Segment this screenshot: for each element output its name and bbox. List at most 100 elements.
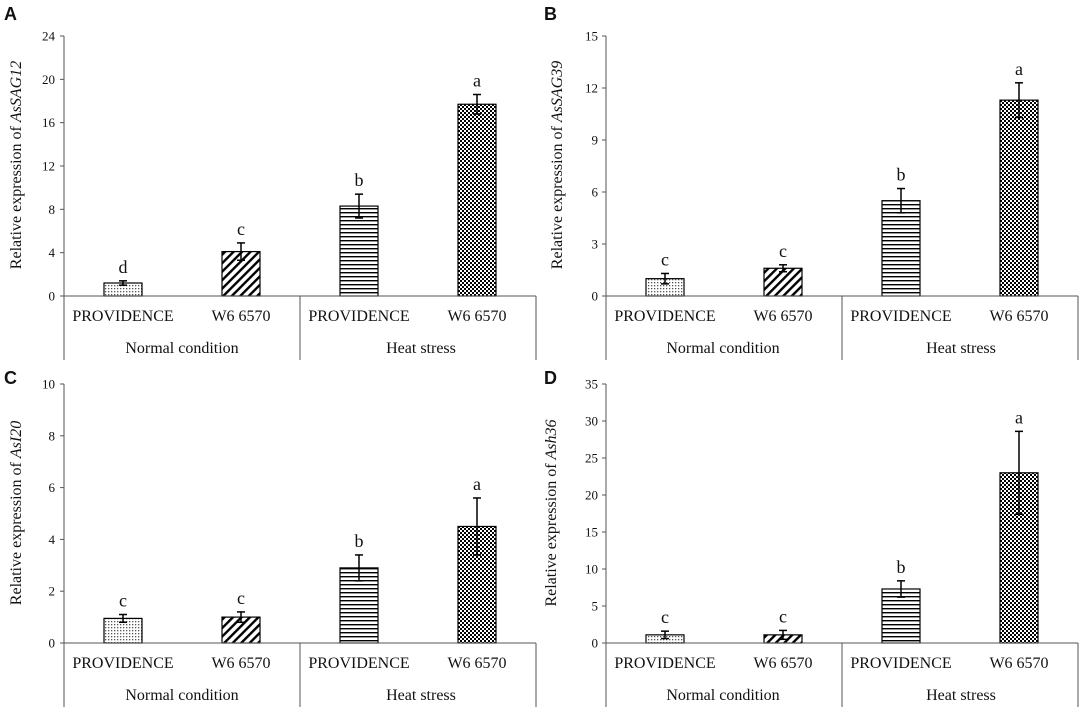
category-labels-C: PROVIDENCE W6 6570 PROVIDENCE W6 6570 [72, 655, 506, 672]
significance-letter: c [661, 249, 669, 269]
group-label-normal-C: Normal condition [125, 687, 238, 704]
category-label: W6 6570 [447, 655, 506, 672]
y-tick-label: 24 [42, 29, 56, 44]
panel-letter-D: D [544, 368, 557, 388]
y-tick-label: 15 [585, 29, 598, 44]
category-label: PROVIDENCE [72, 308, 173, 325]
panel-letter-C: C [4, 368, 17, 388]
y-axis-label-A: Relative expression of AsSAG12 [8, 61, 25, 269]
y-tick-label: 10 [585, 562, 598, 577]
y-tick-label: 35 [585, 377, 598, 392]
category-label: W6 6570 [211, 308, 270, 325]
axes-D [605, 384, 1079, 707]
significance-letter: b [897, 165, 906, 185]
y-ticks-D: 0 5 10 15 20 25 30 35 [585, 377, 606, 651]
bars-D: c c b a [645, 407, 1039, 644]
group-label-heat-B: Heat stress [926, 340, 996, 357]
panel-D: D Relative expression of Ash36 0 5 10 15 20 2… [543, 368, 1079, 707]
y-tick-label: 5 [592, 599, 599, 614]
y-ticks-C: 0 2 4 6 8 10 [42, 377, 64, 651]
category-label: PROVIDENCE [308, 655, 409, 672]
y-tick-label: 15 [585, 525, 598, 540]
y-tick-label: 25 [585, 451, 598, 466]
y-tick-label: 2 [49, 584, 56, 599]
y-tick-label: 6 [592, 185, 599, 200]
category-labels-A: PROVIDENCE W6 6570 PROVIDENCE W6 6570 [72, 308, 506, 325]
bar-providence [881, 588, 921, 644]
significance-letter: c [119, 591, 127, 611]
significance-letter: b [355, 170, 364, 190]
y-tick-label: 20 [585, 488, 598, 503]
y-tick-label: 8 [49, 202, 56, 217]
y-tick-label: 10 [42, 377, 55, 392]
significance-letter: c [237, 588, 245, 608]
bar-w6-6570 [221, 250, 261, 297]
y-tick-label: 20 [42, 72, 55, 87]
y-ticks-A: 0 4 8 12 16 20 24 [42, 29, 64, 304]
y-tick-label: 4 [49, 532, 56, 547]
bar-w6-6570 [999, 99, 1039, 297]
y-tick-label: 8 [49, 428, 56, 443]
category-label: W6 6570 [989, 655, 1048, 672]
y-tick-label: 12 [585, 81, 598, 96]
significance-letter: b [897, 557, 906, 577]
y-tick-label: 9 [592, 133, 599, 148]
axes-B [605, 36, 1079, 360]
significance-letter: a [473, 474, 481, 494]
category-label: W6 6570 [447, 308, 506, 325]
category-label: PROVIDENCE [308, 308, 409, 325]
y-axis-label-D: Relative expression of Ash36 [543, 419, 560, 606]
bar-w6-6570 [457, 103, 497, 297]
significance-letter: c [237, 219, 245, 239]
group-label-normal-A: Normal condition [125, 340, 238, 357]
group-label-normal-D: Normal condition [666, 687, 779, 704]
panel-A: A Relative expression of AsSAG12 0 4 8 12 16… [4, 4, 537, 360]
y-tick-label: 6 [49, 480, 56, 495]
bar-providence [881, 200, 921, 297]
category-label: W6 6570 [753, 308, 812, 325]
axes-C [63, 384, 537, 707]
category-labels-B: PROVIDENCE W6 6570 PROVIDENCE W6 6570 [614, 308, 1048, 325]
axes-A [63, 36, 537, 360]
category-label: PROVIDENCE [72, 655, 173, 672]
category-label: PROVIDENCE [614, 655, 715, 672]
panel-B: B Relative expression of AsSAG39 0 3 6 9 12 1… [544, 4, 1079, 360]
group-label-normal-B: Normal condition [666, 340, 779, 357]
category-label: PROVIDENCE [614, 308, 715, 325]
bars-B: c c b a [645, 59, 1039, 297]
significance-letter: a [1015, 59, 1023, 79]
category-label: PROVIDENCE [850, 308, 951, 325]
significance-letter: a [473, 71, 481, 91]
y-tick-label: 3 [592, 237, 599, 252]
significance-letter: d [119, 257, 128, 277]
category-label: PROVIDENCE [850, 655, 951, 672]
y-axis-label-B: Relative expression of AsSAG39 [549, 61, 566, 269]
y-tick-label: 0 [592, 636, 599, 651]
bars-C: c c b a [103, 474, 497, 644]
significance-letter: c [661, 607, 669, 627]
significance-letter: c [779, 241, 787, 261]
category-labels-D: PROVIDENCE W6 6570 PROVIDENCE W6 6570 [614, 655, 1048, 672]
y-axis-label-C: Relative expression of AsI20 [8, 421, 25, 605]
y-tick-label: 30 [585, 414, 598, 429]
category-label: W6 6570 [989, 308, 1048, 325]
bars-A: d c b a [103, 71, 497, 297]
y-tick-label: 12 [42, 159, 55, 174]
group-label-heat-C: Heat stress [386, 687, 456, 704]
y-tick-label: 0 [49, 636, 56, 651]
category-label: W6 6570 [753, 655, 812, 672]
y-tick-label: 4 [49, 245, 56, 260]
significance-letter: c [779, 606, 787, 626]
significance-letter: b [355, 531, 364, 551]
y-tick-label: 0 [49, 289, 56, 304]
y-tick-label: 0 [592, 289, 599, 304]
panel-letter-B: B [544, 4, 557, 24]
panel-letter-A: A [4, 4, 17, 24]
panel-C: C Relative expression of AsI20 0 2 4 6 8 10 c… [4, 368, 537, 707]
bar-providence [339, 205, 379, 297]
category-label: W6 6570 [211, 655, 270, 672]
y-tick-label: 16 [42, 115, 56, 130]
significance-letter: a [1015, 407, 1023, 427]
group-label-heat-D: Heat stress [926, 687, 996, 704]
